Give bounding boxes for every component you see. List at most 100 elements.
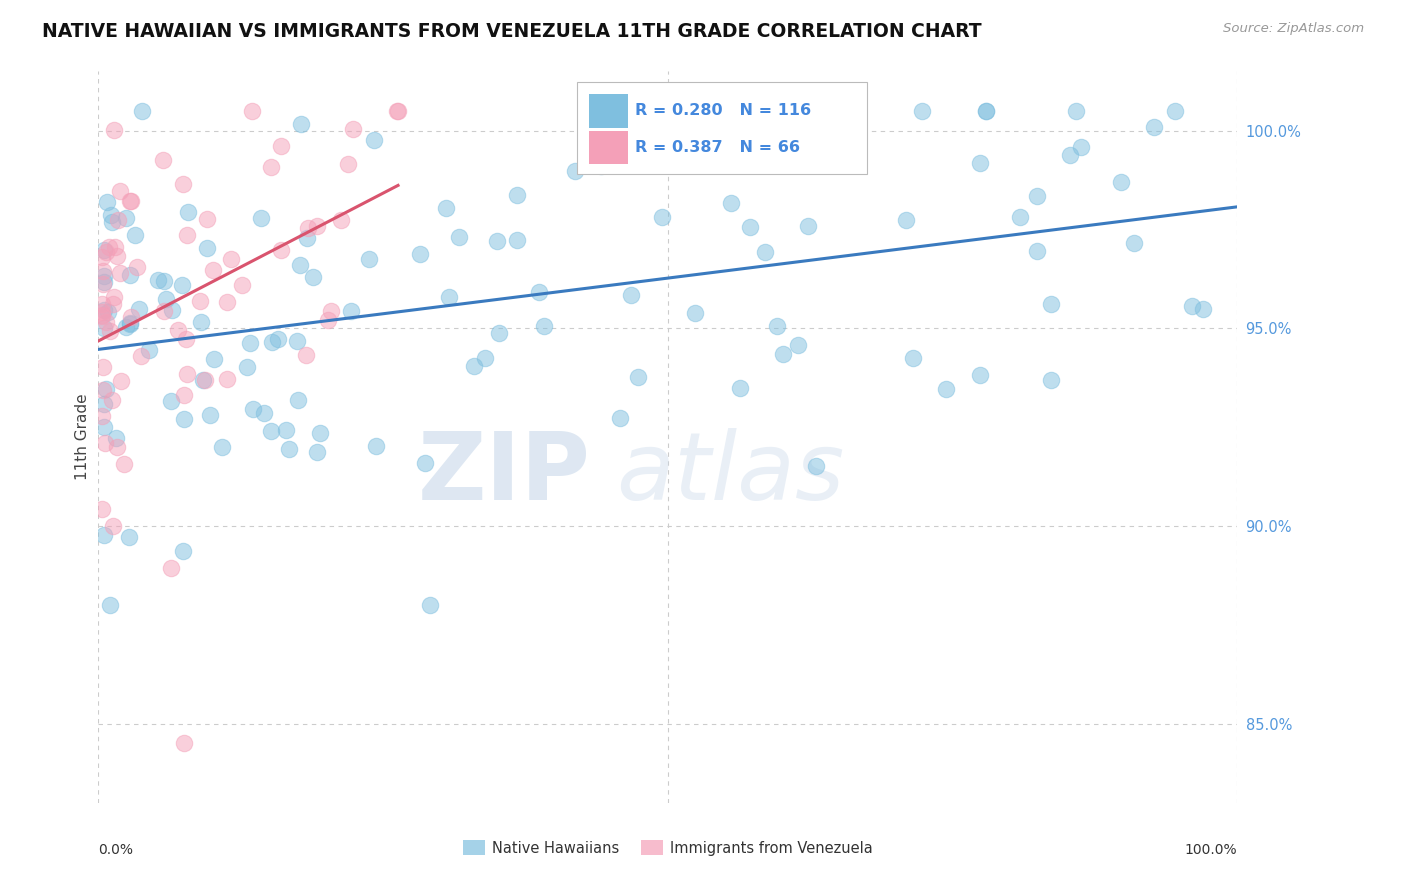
Point <box>120 268 142 282</box>
Point <box>93 528 115 542</box>
Point <box>720 195 742 210</box>
Point <box>434 201 457 215</box>
Point <box>506 233 529 247</box>
FancyBboxPatch shape <box>589 130 628 164</box>
Point <box>160 561 183 575</box>
Point <box>1059 148 1081 162</box>
Point <box>288 258 311 272</box>
Point <box>533 319 555 334</box>
Point <box>125 260 148 274</box>
Point <box>259 425 281 439</box>
Point <box>204 351 226 366</box>
Point <box>935 382 957 396</box>
Point <box>153 303 176 318</box>
Point <box>297 221 319 235</box>
Point <box>1025 189 1047 203</box>
Point <box>231 278 253 293</box>
Point <box>474 351 496 365</box>
Point <box>894 212 917 227</box>
Point <box>274 423 297 437</box>
Point <box>787 338 810 352</box>
Point <box>93 303 115 318</box>
Point <box>101 215 124 229</box>
Point <box>105 249 128 263</box>
Point <box>267 332 290 346</box>
Point <box>173 388 195 402</box>
Point <box>195 211 218 226</box>
Point <box>387 103 409 118</box>
Point <box>321 303 343 318</box>
Point <box>93 383 115 397</box>
FancyBboxPatch shape <box>576 82 868 174</box>
Point <box>364 439 387 453</box>
Point <box>1070 140 1092 154</box>
Point <box>107 212 129 227</box>
Point <box>260 160 283 174</box>
Point <box>131 349 153 363</box>
Point <box>1025 244 1047 259</box>
Point <box>108 266 131 280</box>
Point <box>463 359 485 373</box>
Point <box>105 440 128 454</box>
Point <box>103 123 125 137</box>
Point <box>97 305 120 319</box>
Point <box>103 290 125 304</box>
Point <box>242 401 264 416</box>
Point <box>342 121 364 136</box>
Point <box>96 194 118 209</box>
Point <box>100 208 122 222</box>
Text: 0.0%: 0.0% <box>98 843 134 857</box>
Point <box>359 252 381 266</box>
Point <box>131 103 153 118</box>
Point <box>318 313 340 327</box>
Point <box>363 133 385 147</box>
Point <box>195 241 218 255</box>
Point <box>765 319 787 334</box>
Point <box>772 347 794 361</box>
Point <box>754 244 776 259</box>
Point <box>173 737 195 751</box>
Text: 100.0%: 100.0% <box>1185 843 1237 857</box>
Point <box>1008 211 1031 225</box>
Y-axis label: 11th Grade: 11th Grade <box>75 393 90 481</box>
Point <box>385 103 408 118</box>
Text: atlas: atlas <box>617 428 845 519</box>
Point <box>188 293 211 308</box>
Point <box>620 287 643 301</box>
Point <box>911 103 934 118</box>
Point <box>93 397 115 411</box>
Point <box>98 324 121 338</box>
Point <box>93 321 115 335</box>
Point <box>174 332 197 346</box>
Point <box>108 184 131 198</box>
Point <box>1040 373 1063 387</box>
Point <box>202 262 225 277</box>
Point <box>447 230 470 244</box>
Point <box>1180 299 1202 313</box>
Point <box>336 157 359 171</box>
Point <box>190 315 212 329</box>
Point <box>1122 236 1144 251</box>
Point <box>115 320 138 334</box>
Point <box>138 343 160 357</box>
Point <box>118 317 141 331</box>
Point <box>413 456 436 470</box>
Point <box>486 234 509 248</box>
Point <box>797 219 820 233</box>
Point <box>90 297 112 311</box>
Point <box>219 252 242 266</box>
Point <box>728 381 751 395</box>
Text: R = 0.280   N = 116: R = 0.280 N = 116 <box>636 103 811 119</box>
Point <box>211 440 233 454</box>
Point <box>91 264 114 278</box>
Point <box>1143 120 1166 134</box>
Point <box>98 598 121 612</box>
Point <box>110 374 132 388</box>
Point <box>177 205 200 219</box>
Legend: Native Hawaiians, Immigrants from Venezuela: Native Hawaiians, Immigrants from Venezu… <box>457 834 879 862</box>
Point <box>1064 103 1087 118</box>
Point <box>236 360 259 375</box>
Point <box>93 275 115 289</box>
Point <box>527 285 550 299</box>
Point <box>160 393 183 408</box>
